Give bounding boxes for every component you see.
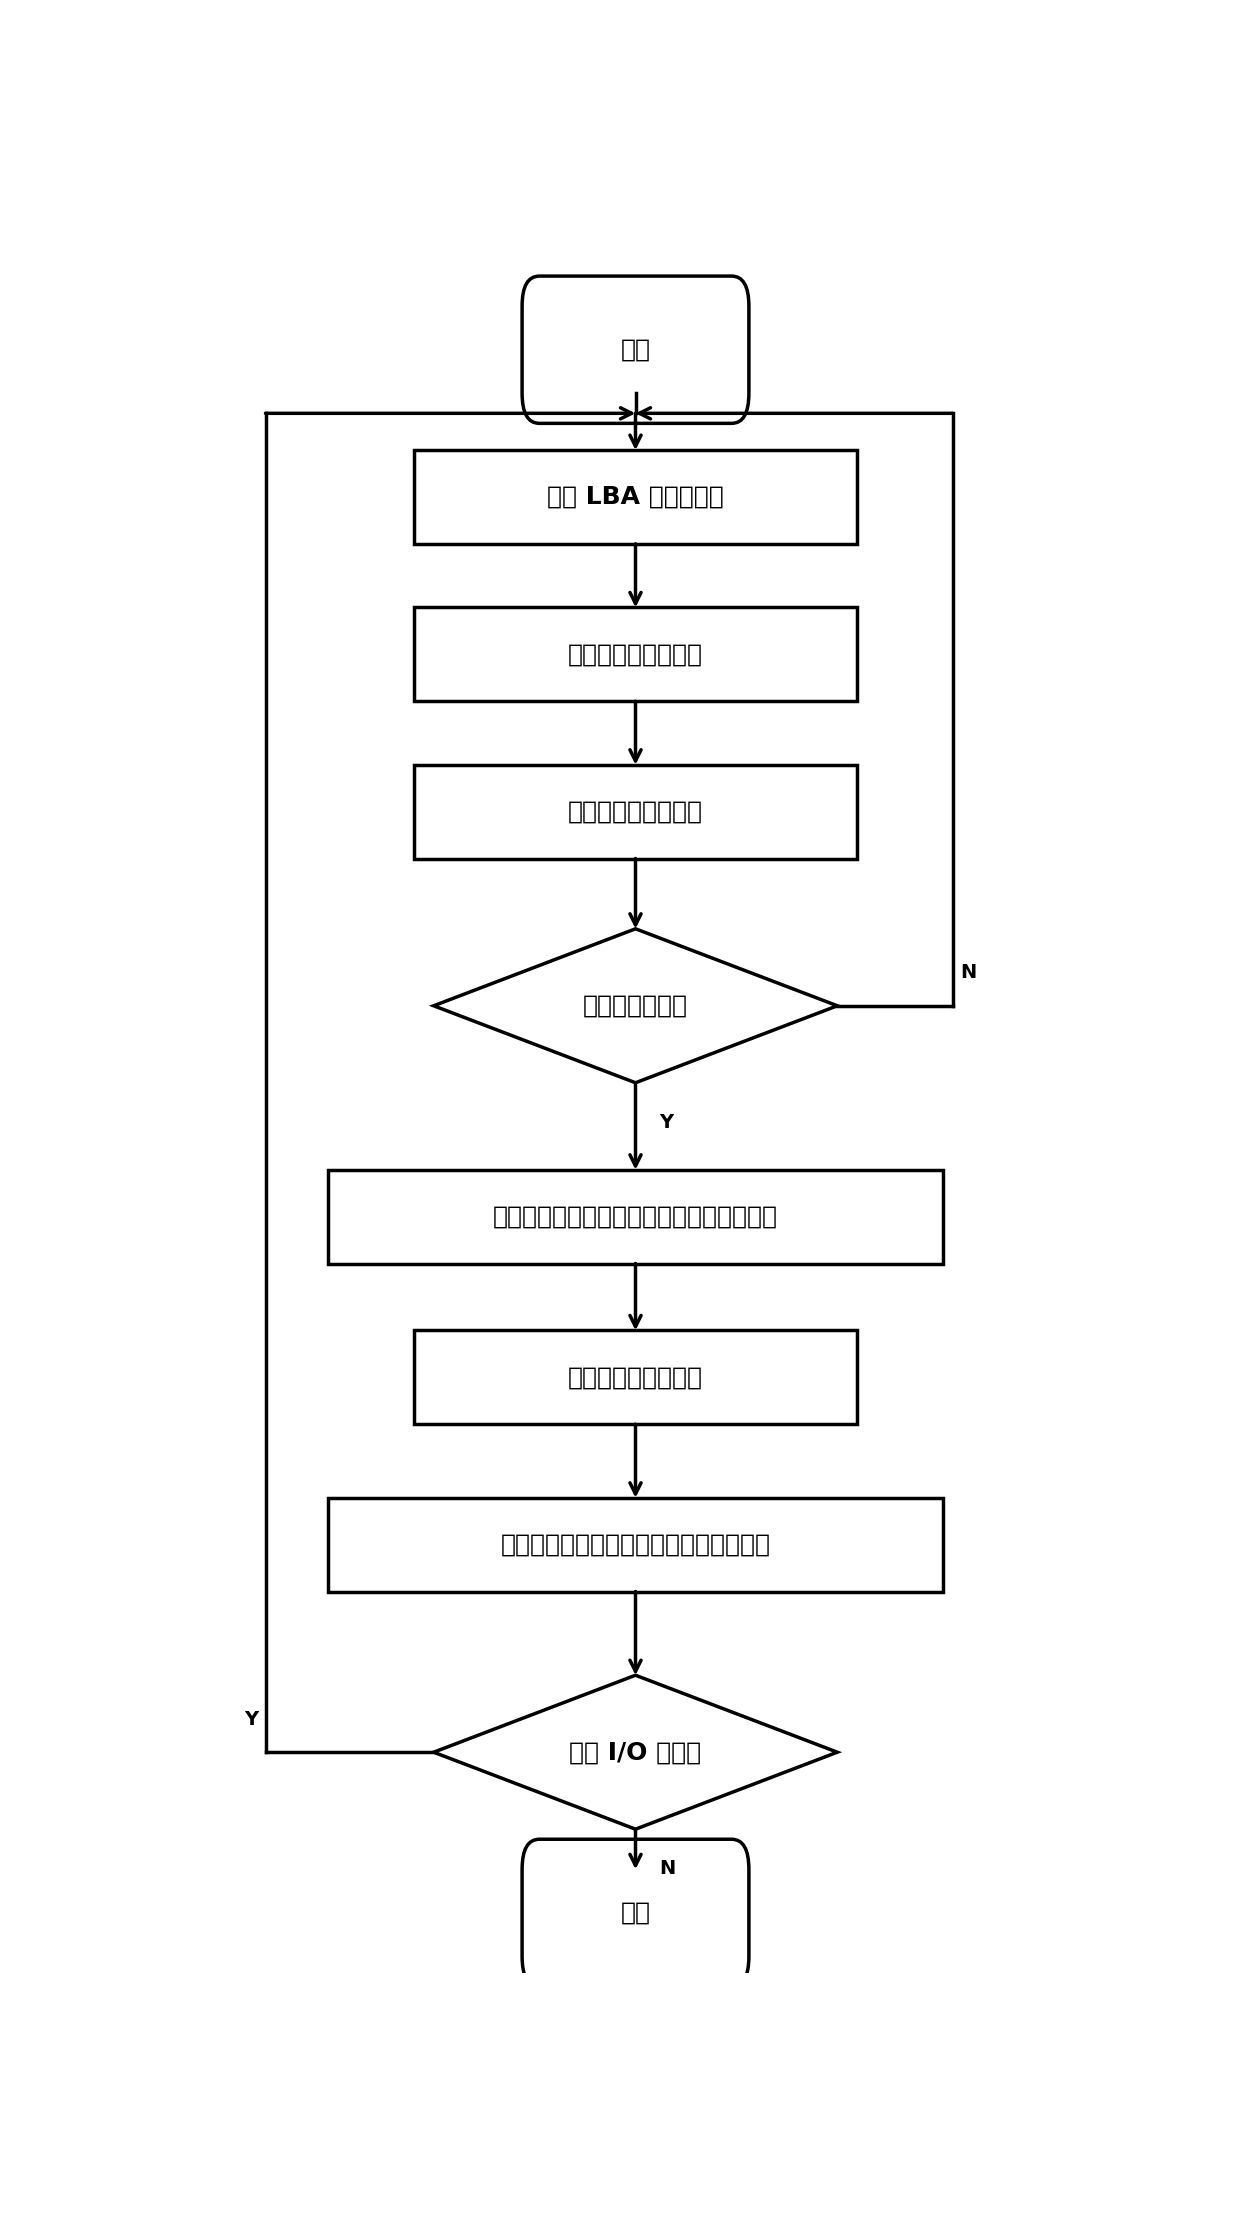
- Text: 回刷连续缓存映射表: 回刷连续缓存映射表: [568, 1366, 703, 1390]
- Text: Y: Y: [244, 1709, 258, 1729]
- Text: 硬件查询并删除增量缓存映射表中回刷项: 硬件查询并删除增量缓存映射表中回刷项: [501, 1532, 770, 1556]
- Text: 硬件查询拥有最大更新量的连续缓存映射表: 硬件查询拥有最大更新量的连续缓存映射表: [494, 1204, 777, 1228]
- Text: 更新增量缓存映射表: 更新增量缓存映射表: [568, 800, 703, 825]
- Text: N: N: [960, 964, 977, 982]
- Text: 触发回刷阈值？: 触发回刷阈值？: [583, 993, 688, 1018]
- Polygon shape: [434, 1676, 837, 1829]
- FancyBboxPatch shape: [414, 1330, 857, 1423]
- FancyBboxPatch shape: [327, 1499, 944, 1592]
- Text: 开始: 开始: [620, 337, 651, 361]
- Text: 解析 LBA 并生成映射: 解析 LBA 并生成映射: [547, 486, 724, 510]
- Text: N: N: [660, 1860, 676, 1878]
- FancyBboxPatch shape: [327, 1171, 944, 1264]
- Polygon shape: [434, 929, 837, 1082]
- Text: 结束: 结束: [620, 1900, 651, 1924]
- Text: 继续 I/O 处理？: 继续 I/O 处理？: [569, 1740, 702, 1765]
- Text: Y: Y: [660, 1113, 673, 1133]
- FancyBboxPatch shape: [522, 1840, 749, 1986]
- FancyBboxPatch shape: [522, 277, 749, 423]
- Text: 更新连续缓存映射表: 更新连续缓存映射表: [568, 643, 703, 667]
- FancyBboxPatch shape: [414, 450, 857, 543]
- FancyBboxPatch shape: [414, 607, 857, 701]
- FancyBboxPatch shape: [414, 765, 857, 858]
